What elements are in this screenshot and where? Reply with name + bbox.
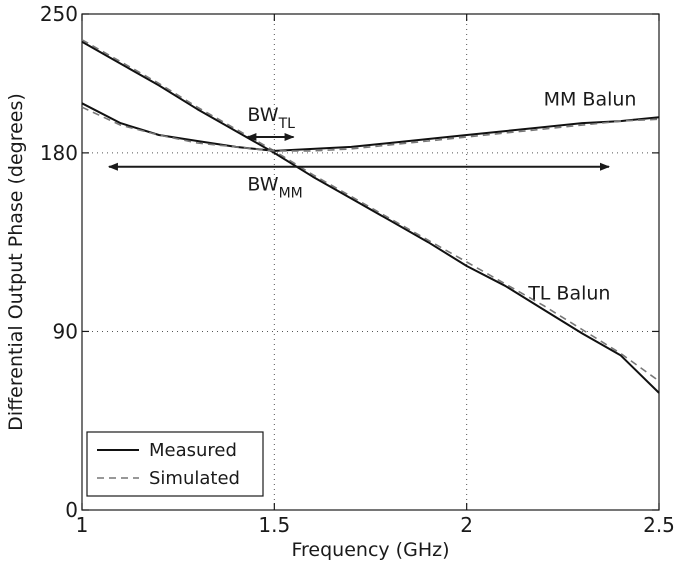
bandwidth-arrows: [107, 133, 610, 171]
series-line-tl-balun-dashed: [81, 39, 660, 382]
axis-ticks: [81, 13, 660, 511]
annotation-3: BWMM: [247, 174, 302, 202]
annotation-1: TL Balun: [527, 283, 610, 305]
series-line-tl-balun-solid: [81, 40, 660, 394]
x-tick-label-1: 1.5: [258, 513, 290, 537]
legend: Measured Simulated: [86, 431, 264, 497]
tick-labels: 1 1.5 2 2.5 0 90 180 250: [40, 2, 675, 537]
y-axis-title: Differential Output Phase (degrees): [5, 93, 27, 431]
annotations: MM Balun TL Balun BWTL BWMM: [247, 88, 636, 304]
x-tick-label-0: 1: [76, 513, 89, 537]
annotation-2: BWTL: [247, 104, 295, 132]
plot-area-frame: [81, 13, 660, 511]
y-tick-label-1: 90: [53, 319, 78, 343]
x-tick-label-3: 2.5: [643, 513, 675, 537]
series-line-mm-balun-solid: [81, 102, 660, 152]
y-tick-label-0: 0: [65, 498, 78, 522]
series-lines: [81, 39, 660, 394]
x-axis-title: Frequency (GHz): [291, 539, 449, 561]
y-tick-label-2: 180: [40, 141, 78, 165]
x-tick-label-2: 2: [460, 513, 473, 537]
y-tick-label-3: 250: [40, 2, 78, 26]
annotation-0: MM Balun: [544, 88, 637, 110]
grid: [82, 14, 659, 510]
legend-label-measured: Measured: [149, 440, 237, 461]
series-line-mm-balun-dashed: [81, 106, 660, 152]
legend-box: [86, 431, 264, 497]
legend-label-simulated: Simulated: [149, 468, 240, 489]
